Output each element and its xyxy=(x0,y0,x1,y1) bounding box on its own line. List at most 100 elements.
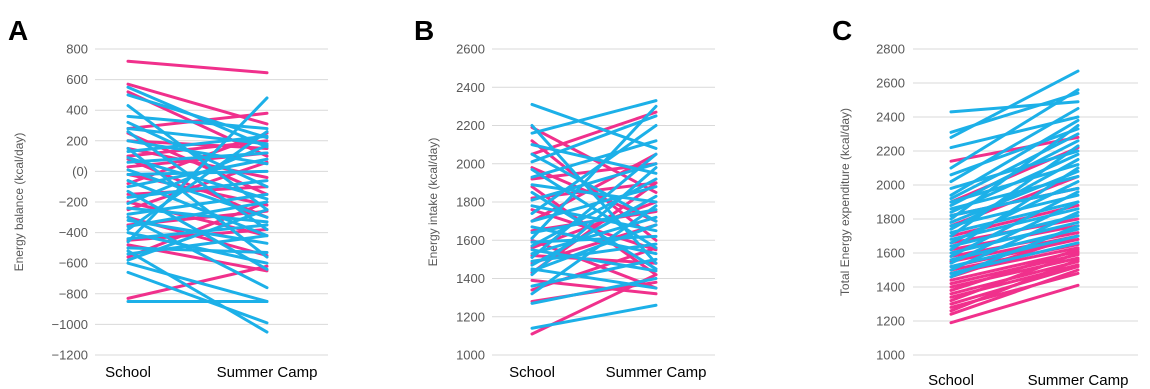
chart-panel-a: A −1200 −1000 −800 −600 −400 −200 (0) 200 400 600 8… xyxy=(8,15,328,381)
y-tick-label: 1200 xyxy=(876,314,905,329)
series-line-boys xyxy=(126,223,269,241)
y-tick-label: −1200 xyxy=(51,348,88,363)
series-line-girls xyxy=(126,111,269,131)
series-line-girls xyxy=(126,82,269,126)
series-line-boys xyxy=(949,220,1080,255)
series-line-boys xyxy=(530,104,658,240)
series-line-boys xyxy=(126,200,269,228)
series-line-girls xyxy=(949,203,1080,238)
series-line-boys xyxy=(126,246,269,254)
y-tick-label: −1000 xyxy=(51,317,88,332)
series-line-boys xyxy=(949,144,1080,238)
series-line-boys xyxy=(530,194,658,267)
series-line-boys xyxy=(126,134,269,154)
y-tick-label: 2000 xyxy=(456,156,485,171)
series-line-boys xyxy=(530,257,658,288)
series-line-boys xyxy=(126,139,269,166)
series-line-boys xyxy=(530,166,658,277)
x-category-label: Summer Camp xyxy=(217,364,318,381)
series-line-boys xyxy=(530,183,658,204)
series-line-boys xyxy=(126,168,269,219)
y-tick-label: 2600 xyxy=(876,76,905,91)
series-line-boys xyxy=(530,99,658,135)
series-line-girls xyxy=(949,234,1080,279)
panel-letter: C xyxy=(832,15,852,46)
series-line-boys xyxy=(126,249,269,334)
y-axis-title: Energy balance (kcal/day) xyxy=(12,133,26,272)
series-line-boys xyxy=(949,180,1080,245)
series-line-boys xyxy=(949,200,1080,235)
series-line-boys xyxy=(530,124,658,215)
series-line-girls xyxy=(949,268,1080,316)
series-line-boys xyxy=(126,261,269,303)
series-line-boys xyxy=(949,158,1080,231)
series-line-boys xyxy=(126,192,269,216)
series-line-boys xyxy=(949,118,1080,197)
panel-letter: B xyxy=(414,15,434,46)
y-tick-label: 1600 xyxy=(456,233,485,248)
y-tick-label: 2400 xyxy=(876,110,905,125)
series-line-boys xyxy=(126,143,269,206)
y-axis-title: Energy intake (kcal/day) xyxy=(426,138,440,267)
series-line-boys xyxy=(530,277,658,305)
series-line-boys xyxy=(530,152,658,223)
series-line-boys xyxy=(530,223,658,273)
series-line-boys xyxy=(949,69,1080,139)
x-category-label: School xyxy=(105,364,151,381)
series-line-girls xyxy=(949,258,1080,313)
series-line-boys xyxy=(530,215,658,256)
y-tick-label: (0) xyxy=(72,164,88,179)
y-tick-label: 1600 xyxy=(876,246,905,261)
series-line-girls xyxy=(949,283,1080,325)
series-line-boys xyxy=(126,156,269,201)
series-line-boys xyxy=(949,124,1080,221)
y-axis-title: Total Energy expenditure (kcal/day) xyxy=(838,108,852,296)
y-tick-label: 1000 xyxy=(876,348,905,363)
series-line-girls xyxy=(126,139,269,158)
series-line-boys xyxy=(126,127,269,146)
chart-panel-b: B 1000 1200 1400 1600 1800 2000 2200 2400 2600 Ene… xyxy=(414,15,715,381)
series-line-boys xyxy=(530,204,658,233)
y-tick-label: 1200 xyxy=(456,309,485,324)
series-line-boys xyxy=(530,152,658,259)
series-line-boys xyxy=(530,167,658,250)
series-line-girls xyxy=(949,251,1080,303)
y-tick-label: 1400 xyxy=(876,280,905,295)
series-line-boys xyxy=(530,177,658,248)
y-tick-label: 1800 xyxy=(876,212,905,227)
x-category-label: School xyxy=(509,364,555,381)
y-tick-label: 2600 xyxy=(456,42,485,57)
series-line-boys xyxy=(126,189,269,271)
y-tick-label: 1800 xyxy=(456,195,485,210)
series-line-boys xyxy=(949,127,1080,177)
series-line-boys xyxy=(126,93,269,140)
series-line-boys xyxy=(949,107,1080,184)
series-line-boys xyxy=(949,88,1080,170)
series-line-boys xyxy=(126,96,269,244)
y-tick-label: 2200 xyxy=(876,144,905,159)
series-line-boys xyxy=(126,270,269,325)
series-line-girls xyxy=(126,59,269,75)
series-line-girls xyxy=(949,248,1080,292)
y-tick-label: 1400 xyxy=(456,271,485,286)
y-tick-label: 200 xyxy=(66,133,88,148)
series-line-boys xyxy=(530,139,658,179)
y-tick-label: −200 xyxy=(59,195,88,210)
y-tick-label: 400 xyxy=(66,103,88,118)
x-category-label: Summer Camp xyxy=(1028,372,1129,389)
series-line-boys xyxy=(126,215,269,290)
x-category-label: Summer Camp xyxy=(606,364,707,381)
series-line-girls xyxy=(126,160,269,212)
series-line-boys xyxy=(949,166,1080,252)
series-line-boys xyxy=(530,204,658,296)
y-tick-label: 1000 xyxy=(456,348,485,363)
series-line-boys xyxy=(949,224,1080,279)
series-line-boys xyxy=(530,267,658,290)
y-tick-label: −400 xyxy=(59,225,88,240)
series-line-boys xyxy=(126,130,269,232)
series-line-boys xyxy=(126,120,269,189)
series-line-boys xyxy=(530,303,658,330)
x-category-label: School xyxy=(928,372,974,389)
y-tick-label: −600 xyxy=(59,256,88,271)
y-tick-label: 800 xyxy=(66,42,88,57)
